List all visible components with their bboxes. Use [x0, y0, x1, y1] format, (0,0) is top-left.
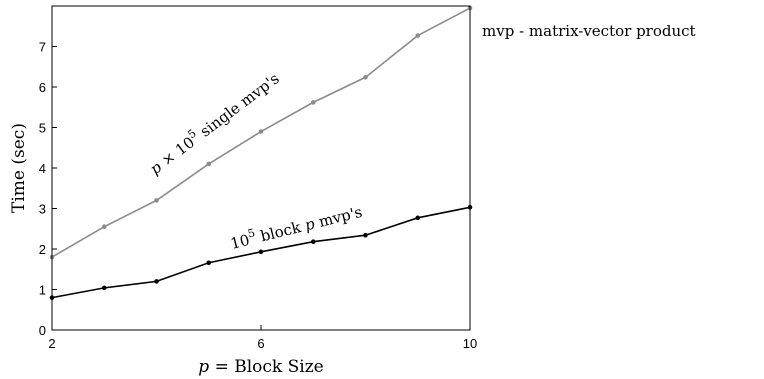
x-axis-label: p = Block Size	[198, 357, 323, 377]
x-tick-label: 2	[48, 336, 55, 351]
axis-ticks: 0 1 2 3 4 5 6 7 2 6 10	[39, 40, 477, 352]
x-tick-label: 6	[257, 336, 264, 351]
gray-series-point	[258, 129, 264, 134]
y-tick-label: 7	[39, 40, 46, 55]
gray-series-point	[154, 198, 159, 203]
y-tick-label: 4	[39, 161, 46, 176]
gray-series-point	[206, 161, 212, 167]
black-series-point	[154, 279, 159, 284]
black-series-point	[258, 249, 264, 255]
black-series-point	[206, 260, 212, 266]
gray-series-point	[310, 100, 316, 105]
black-series-point	[101, 285, 107, 291]
chart-marks	[49, 5, 473, 300]
y-tick-label: 0	[39, 323, 46, 338]
gray-series-point	[101, 224, 107, 230]
y-axis-label: Time (sec)	[9, 123, 29, 213]
black-series-point	[415, 215, 421, 221]
gray-series-point	[363, 74, 368, 80]
y-tick-label: 1	[39, 283, 46, 298]
y-tick-label: 2	[39, 242, 46, 257]
side-note: mvp - matrix-vector product	[482, 22, 696, 40]
y-tick-label: 6	[39, 80, 46, 95]
black-series-point	[363, 232, 368, 238]
plot-frame	[51, 5, 471, 331]
x-tick-label: 10	[463, 336, 477, 351]
black-series-point	[310, 239, 316, 245]
gray-series-point	[415, 33, 421, 38]
y-tick-label: 5	[39, 121, 46, 136]
y-tick-label: 3	[39, 202, 46, 217]
